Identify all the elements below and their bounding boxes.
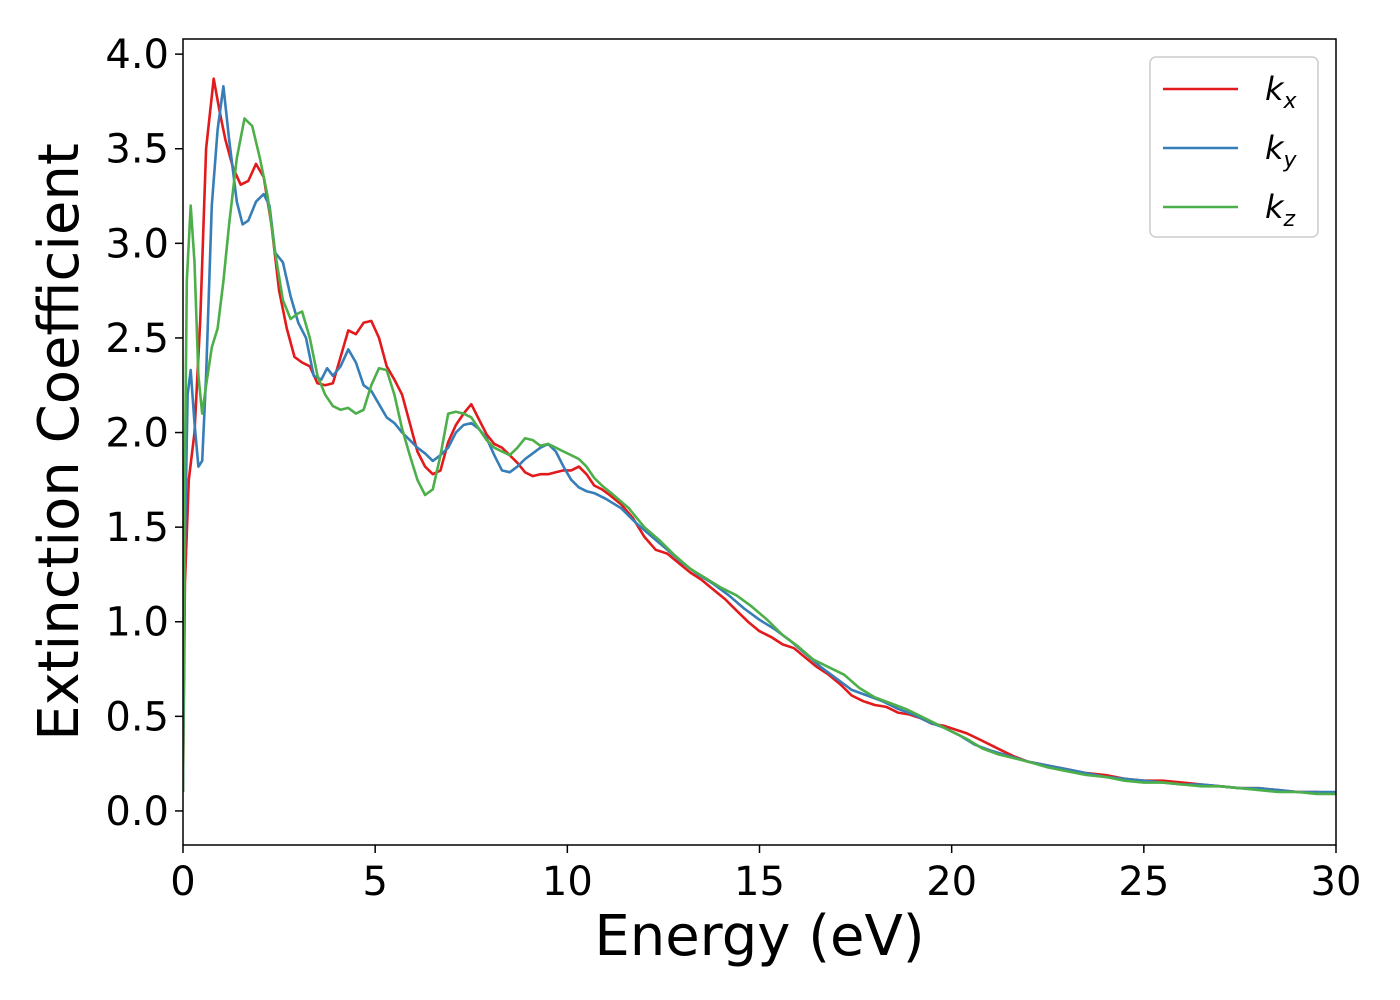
y-axis-title: Extinction Coefficient <box>27 143 92 741</box>
legend-label-ky: ky <box>1265 129 1298 173</box>
series-line-kx <box>183 77 1336 796</box>
y-tick-label: 1.0 <box>105 600 169 646</box>
legend-label-kx: kx <box>1265 70 1298 114</box>
y-tick-label: 4.0 <box>105 32 169 78</box>
x-tick-label: 10 <box>542 859 593 905</box>
x-tick-label: 30 <box>1311 859 1362 905</box>
legend-label-subscript: y <box>1283 148 1298 173</box>
y-tick-label: 2.0 <box>105 411 169 457</box>
y-axis: 0.0 0.5 1.0 1.5 2.0 2.5 3.0 3.5 4.0 <box>105 32 183 835</box>
x-tick-label: 25 <box>1118 859 1169 905</box>
x-tick-label: 0 <box>170 859 195 905</box>
y-tick-label: 3.0 <box>105 221 169 267</box>
legend-label-subscript: x <box>1283 89 1298 114</box>
legend-label-base: k <box>1265 188 1285 226</box>
x-tick-label: 5 <box>362 859 387 905</box>
y-tick-label: 0.0 <box>105 789 169 835</box>
legend-label-base: k <box>1265 129 1285 167</box>
x-tick-label: 20 <box>926 859 977 905</box>
y-tick-label: 0.5 <box>105 694 169 740</box>
x-axis: 0 5 10 15 20 25 30 <box>170 845 1361 905</box>
x-axis-title: Energy (eV) <box>594 904 924 969</box>
y-tick-label: 2.5 <box>105 316 169 362</box>
legend-label-kz: kz <box>1265 188 1296 232</box>
legend-label-subscript: z <box>1283 207 1296 232</box>
series-line-kz <box>183 117 1336 796</box>
legend-label-base: k <box>1265 70 1285 108</box>
y-tick-label: 1.5 <box>105 505 169 551</box>
y-tick-label: 3.5 <box>105 127 169 173</box>
x-tick-label: 15 <box>734 859 785 905</box>
plot-lines <box>183 77 1336 796</box>
